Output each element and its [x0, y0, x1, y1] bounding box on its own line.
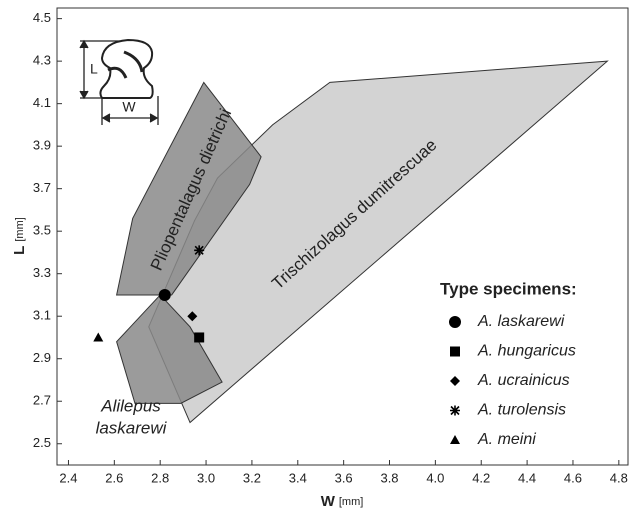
legend-marker [449, 316, 461, 328]
point [194, 245, 205, 256]
x-tick-label: 4.6 [564, 470, 582, 485]
y-tick-label: 2.9 [33, 350, 51, 365]
legend-title: Type specimens: [440, 279, 577, 298]
x-tick-label: 2.8 [151, 470, 169, 485]
inset-label: W [122, 99, 136, 115]
legend-label: A. laskarewi [477, 313, 565, 330]
x-tick-label: 4.0 [426, 470, 444, 485]
x-tick-label: 2.6 [105, 470, 123, 485]
y-tick-label: 4.3 [33, 53, 51, 68]
x-axis-label: W [mm] [321, 493, 364, 510]
point [158, 288, 171, 301]
region [116, 81, 262, 296]
legend-marker [450, 405, 460, 416]
legend-item: A. meini [450, 431, 536, 448]
legend-label: A. hungaricus [477, 343, 576, 360]
region-label: laskarewi [96, 418, 168, 437]
legend-label: A. turolensis [477, 402, 566, 419]
y-tick-label: 3.1 [33, 308, 51, 323]
x-tick-label: 3.6 [335, 470, 353, 485]
y-tick-label: 2.7 [33, 393, 51, 408]
inset-diagram [79, 38, 159, 125]
legend-marker [450, 376, 460, 386]
x-axis-title: W [321, 493, 336, 510]
y-tick-label: 3.5 [33, 223, 51, 238]
legend-item: A. hungaricus [450, 343, 576, 360]
legend-item: A. laskarewi [449, 313, 565, 330]
x-tick-label: 4.8 [610, 470, 628, 485]
x-tick-label: 2.4 [59, 470, 77, 485]
x-axis-unit: [mm] [339, 496, 363, 508]
legend-marker [450, 435, 460, 444]
point [194, 332, 205, 343]
y-axis-title: L [11, 246, 28, 255]
legend-item: A. turolensis [450, 402, 566, 419]
plot-frame [56, 7, 629, 466]
y-tick-label: 4.1 [33, 95, 51, 110]
legend-label: A. ucrainicus [477, 372, 570, 389]
x-tick-label: 3.8 [380, 470, 398, 485]
y-tick-label: 2.5 [33, 435, 51, 450]
y-tick-label: 3.3 [33, 265, 51, 280]
y-axis-unit: [mm] [14, 217, 26, 241]
y-tick-label: 3.9 [33, 138, 51, 153]
plot-area [93, 60, 609, 424]
point [187, 311, 198, 322]
legend-label: A. meini [477, 431, 536, 448]
x-tick-label: 4.2 [472, 470, 490, 485]
region-label: Alilepus [100, 396, 161, 415]
y-tick-label: 4.5 [33, 10, 51, 25]
y-tick-label: 3.7 [33, 180, 51, 195]
inset-label: L [90, 61, 98, 77]
x-tick-label: 3.0 [197, 470, 215, 485]
point [93, 332, 104, 342]
x-tick-label: 3.4 [289, 470, 307, 485]
legend-item: A. ucrainicus [450, 372, 570, 389]
x-tick-label: 4.4 [518, 470, 536, 485]
x-tick-label: 3.2 [243, 470, 261, 485]
legend-marker [450, 346, 460, 357]
y-axis-label: L [mm] [11, 217, 28, 255]
